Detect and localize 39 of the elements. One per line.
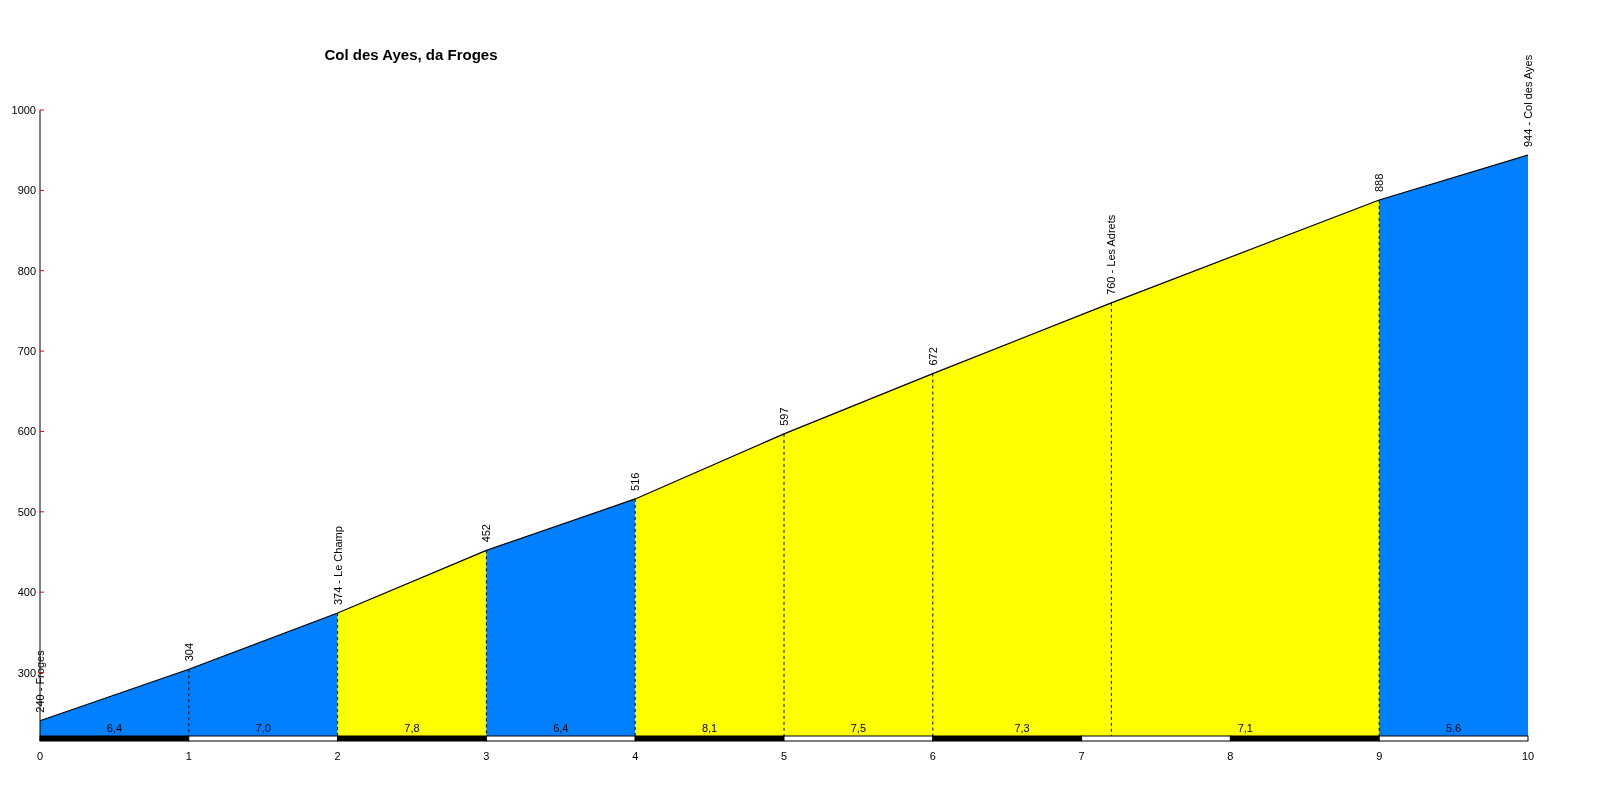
annotation: 7,3 — [1014, 722, 1030, 734]
annotation: 6,4 — [553, 722, 569, 734]
annotation: 597 — [778, 407, 790, 426]
chart-title: Col des Ayes, da Froges — [324, 46, 498, 63]
x-tick-label: 5 — [780, 750, 788, 762]
y-tick-label: 300 — [17, 666, 36, 679]
y-tick-label: 800 — [17, 264, 36, 277]
y-tick-label: 400 — [17, 586, 36, 599]
annotation: 6,4 — [106, 722, 123, 734]
x-tick-label: 7 — [1078, 750, 1085, 762]
y-tick-label: 900 — [17, 184, 36, 197]
annotation: 304 — [182, 642, 195, 662]
annotation: 8,1 — [701, 722, 718, 734]
x-tick-label: 6 — [929, 750, 936, 762]
annotation: 452 — [480, 524, 493, 543]
y-tick-label: 700 — [17, 345, 36, 358]
annotation: 516 — [629, 472, 642, 491]
y-tick-label: 500 — [17, 505, 36, 518]
annotation: 7,8 — [404, 722, 420, 734]
y-tick-label: 600 — [17, 425, 36, 438]
annotation: 374 - Le Champ — [331, 526, 344, 606]
annotation: 7,0 — [255, 722, 271, 734]
x-tick-label: 10 — [1521, 750, 1535, 762]
x-tick-label: 0 — [36, 750, 44, 762]
annotation: 888 — [1373, 173, 1386, 192]
x-tick-label: 9 — [1376, 750, 1383, 762]
x-tick-label: 8 — [1227, 750, 1234, 762]
x-tick-label: 2 — [334, 750, 341, 762]
annotation: 760 - Les Adrets — [1105, 214, 1118, 295]
x-tick-label: 4 — [632, 750, 639, 762]
annotation: 672 — [926, 347, 939, 366]
annotation: 7,1 — [1237, 722, 1253, 734]
annotation: 240 - Froges — [34, 649, 46, 713]
x-tick-label: 3 — [483, 750, 490, 762]
y-tick-label: 1000 — [11, 104, 36, 116]
x-tick-label: 1 — [185, 750, 192, 762]
annotation: 7,5 — [850, 722, 867, 734]
annotation: 944 - Col des Ayes — [1522, 54, 1534, 147]
annotation: 5,6 — [1445, 722, 1462, 734]
